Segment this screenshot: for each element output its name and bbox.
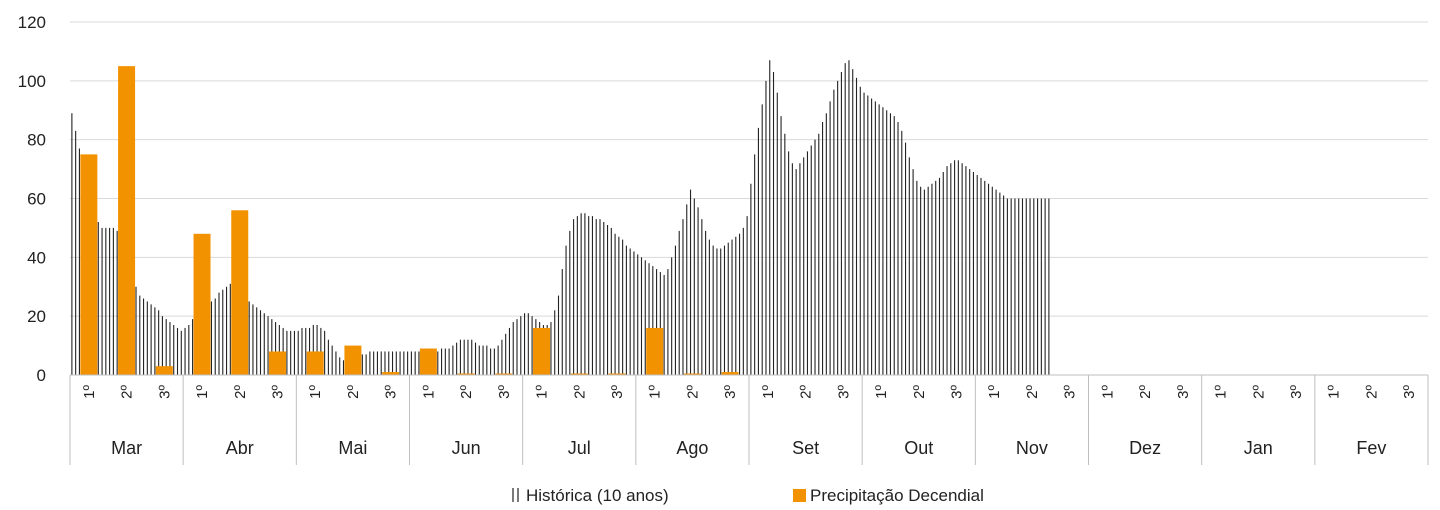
precipitation-bar <box>683 373 701 375</box>
decendio-label: 1º <box>1326 384 1343 398</box>
legend-label-historical: Histórica (10 anos) <box>526 486 669 505</box>
y-tick-label: 20 <box>27 307 46 326</box>
decendio-label: 2º <box>232 384 249 398</box>
decendio-label: 1º <box>647 384 664 398</box>
decendio-label: 1º <box>873 384 890 398</box>
precipitation-bar <box>495 373 513 375</box>
y-tick-label: 0 <box>37 366 46 385</box>
decendio-label: 1º <box>81 384 98 398</box>
decendio-label: 3º <box>948 384 965 398</box>
decendio-label: 1º <box>307 384 324 398</box>
decendio-label: 1º <box>1099 384 1116 398</box>
legend-item-precipitation: Precipitação Decendial <box>793 486 984 505</box>
precipitation-bar <box>80 154 98 375</box>
decendio-label: 2º <box>1137 384 1154 398</box>
month-label: Jan <box>1244 438 1273 458</box>
legend-label-precipitation: Precipitação Decendial <box>810 486 984 505</box>
precipitation-bar <box>231 210 249 375</box>
precipitation-bar <box>646 327 664 375</box>
decendio-label: 2º <box>119 384 136 398</box>
month-label: Jul <box>568 438 591 458</box>
decendio-label: 2º <box>345 384 362 398</box>
decendio-label: 1º <box>760 384 777 398</box>
precipitation-bar <box>268 351 286 375</box>
legend-item-historical: Histórica (10 anos) <box>512 486 669 505</box>
legend: Histórica (10 anos) Precipitação Decendi… <box>512 486 984 505</box>
precipitation-bar <box>344 345 362 375</box>
decendio-label: 3º <box>1175 384 1192 398</box>
month-label: Abr <box>226 438 254 458</box>
decendio-label: 1º <box>420 384 437 398</box>
decendio-label: 2º <box>684 384 701 398</box>
decendio-label: 1º <box>986 384 1003 398</box>
month-label: Jun <box>452 438 481 458</box>
decendio-label: 3º <box>722 384 739 398</box>
precipitation-bar <box>721 372 739 375</box>
y-tick-label: 80 <box>27 131 46 150</box>
decendio-label: 2º <box>1363 384 1380 398</box>
month-label: Set <box>792 438 819 458</box>
decendio-label: 2º <box>911 384 928 398</box>
y-axis-ticks: 0 20 40 60 80 100 120 <box>18 13 46 385</box>
precipitation-bar <box>457 373 475 375</box>
decendio-label: 3º <box>496 384 513 398</box>
precipitation-series <box>80 66 739 375</box>
historical-series <box>71 60 1050 375</box>
month-label: Out <box>904 438 933 458</box>
axes <box>69 374 1429 465</box>
precipitation-bar <box>608 373 626 375</box>
decendio-label: 2º <box>798 384 815 398</box>
decendio-label: 3º <box>835 384 852 398</box>
gridlines <box>70 21 1428 317</box>
decendio-label: 3º <box>383 384 400 398</box>
decendio-label: 2º <box>1024 384 1041 398</box>
decendio-label: 3º <box>1062 384 1079 398</box>
decendio-label: 1º <box>194 384 211 398</box>
decendio-label: 1º <box>534 384 551 398</box>
decendio-label: 1º <box>1213 384 1230 398</box>
y-tick-label: 120 <box>18 13 46 32</box>
decendio-label: 2º <box>458 384 475 398</box>
decendio-label: 3º <box>156 384 173 398</box>
precipitation-bar <box>382 372 400 375</box>
precipitation-bar <box>533 327 551 375</box>
decendio-label: 3º <box>269 384 286 398</box>
y-tick-label: 100 <box>18 72 46 91</box>
precipitation-bar <box>419 348 437 375</box>
month-label: Fev <box>1356 438 1386 458</box>
decendio-label: 2º <box>571 384 588 398</box>
decendio-label: 2º <box>1250 384 1267 398</box>
month-label: Ago <box>676 438 708 458</box>
precipitation-bar <box>306 351 324 375</box>
decendio-label: 3º <box>1401 384 1418 398</box>
month-label: Nov <box>1016 438 1048 458</box>
month-label: Mai <box>338 438 367 458</box>
precipitation-bar <box>118 66 136 375</box>
decendio-label: 3º <box>609 384 626 398</box>
precipitation-bar <box>193 233 211 375</box>
y-tick-label: 60 <box>27 190 46 209</box>
x-axis-labels: 1º 2º 3º 1º 2º 3º 1º 2º 3º 1º 2º 3º 1º 2º 3º 1º 2º 3º 1º 2º… <box>81 384 1418 458</box>
y-tick-label: 40 <box>27 248 46 267</box>
decendio-label: 3º <box>1288 384 1305 398</box>
precipitation-bar <box>155 366 173 375</box>
month-label: Mar <box>111 438 142 458</box>
month-label: Dez <box>1129 438 1161 458</box>
precipitation-bar <box>570 373 588 375</box>
